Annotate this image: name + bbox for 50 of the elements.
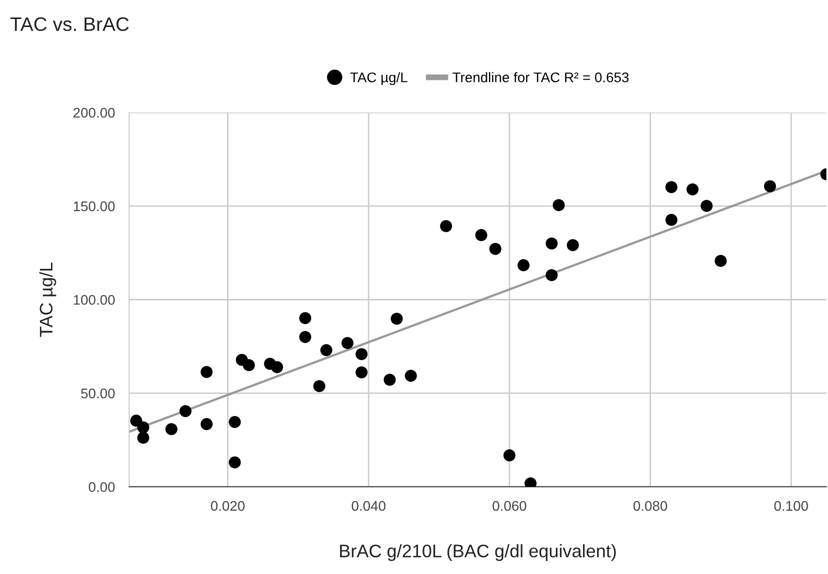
point (200, 418, 213, 430)
point (404, 370, 417, 382)
point (228, 456, 241, 468)
legend-label: Trendline for TAC R² = 0.653 (452, 72, 629, 82)
point (764, 180, 776, 192)
x-tick-label: 0.020 (210, 501, 245, 511)
y-tick-label: 50.00 (81, 388, 115, 398)
point (384, 374, 396, 386)
point (313, 380, 326, 392)
point (356, 366, 368, 378)
point (137, 421, 150, 434)
point (665, 181, 678, 194)
point (475, 229, 488, 242)
point (665, 214, 678, 226)
point (566, 239, 579, 252)
point (686, 183, 699, 196)
x-tick-label: 0.080 (633, 501, 668, 511)
point (546, 269, 558, 282)
point (320, 344, 332, 356)
point (503, 449, 516, 462)
point (299, 331, 312, 344)
point (271, 361, 284, 374)
point (700, 200, 713, 212)
point (299, 312, 312, 324)
x-tick-label: 0.040 (352, 501, 386, 511)
x-tick-label: 0.060 (492, 501, 526, 511)
point (714, 254, 727, 267)
y-tick-label: 100.00 (74, 294, 115, 305)
point (137, 432, 150, 444)
point (179, 405, 192, 418)
y-tick-label: 150.00 (74, 201, 115, 212)
point (440, 220, 452, 232)
point (518, 259, 530, 272)
point (489, 242, 502, 255)
y-tick-label: 0.00 (88, 482, 115, 492)
x-tick-label: 0.100 (774, 501, 808, 511)
point (356, 348, 368, 360)
point (546, 237, 558, 250)
point (165, 423, 178, 436)
legend-label: TAC µg/L (350, 72, 408, 86)
point (242, 359, 255, 372)
y-tick-label: 200.00 (74, 108, 115, 118)
x-axis-title: BrAC g/210L (BAC g/dl equivalent) (340, 544, 616, 561)
point (390, 312, 403, 325)
point (200, 366, 213, 378)
point (552, 199, 565, 212)
point (228, 416, 241, 428)
chart-title: TAC vs. BrAC (10, 17, 129, 32)
y-axis-title: TAC µg/L (39, 262, 56, 337)
point (341, 337, 354, 350)
